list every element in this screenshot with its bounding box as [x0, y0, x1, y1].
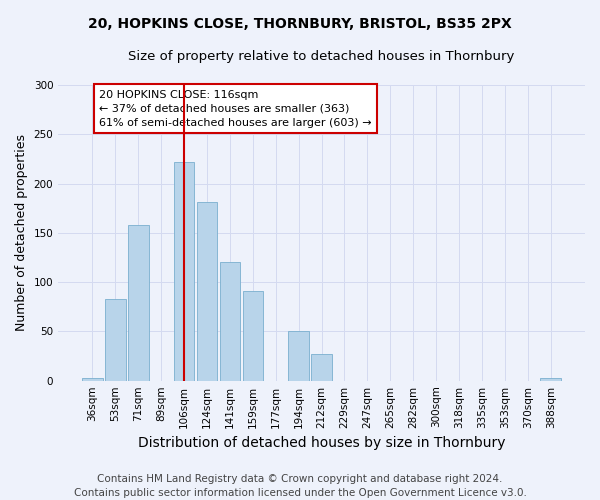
Bar [220, 262, 240, 380]
Bar [541, 378, 561, 380]
Y-axis label: Number of detached properties: Number of detached properties [15, 134, 28, 332]
Text: Contains HM Land Registry data © Crown copyright and database right 2024.
Contai: Contains HM Land Registry data © Crown c… [74, 474, 526, 498]
Bar [242, 291, 263, 380]
Bar [197, 202, 217, 380]
Bar [82, 378, 103, 380]
X-axis label: Distribution of detached houses by size in Thornbury: Distribution of detached houses by size … [138, 436, 505, 450]
Text: 20 HOPKINS CLOSE: 116sqm
← 37% of detached houses are smaller (363)
61% of semi-: 20 HOPKINS CLOSE: 116sqm ← 37% of detach… [100, 90, 372, 128]
Bar [105, 299, 125, 380]
Bar [311, 354, 332, 380]
Bar [128, 225, 149, 380]
Title: Size of property relative to detached houses in Thornbury: Size of property relative to detached ho… [128, 50, 515, 63]
Text: 20, HOPKINS CLOSE, THORNBURY, BRISTOL, BS35 2PX: 20, HOPKINS CLOSE, THORNBURY, BRISTOL, B… [88, 18, 512, 32]
Bar [289, 332, 309, 380]
Bar [174, 162, 194, 380]
